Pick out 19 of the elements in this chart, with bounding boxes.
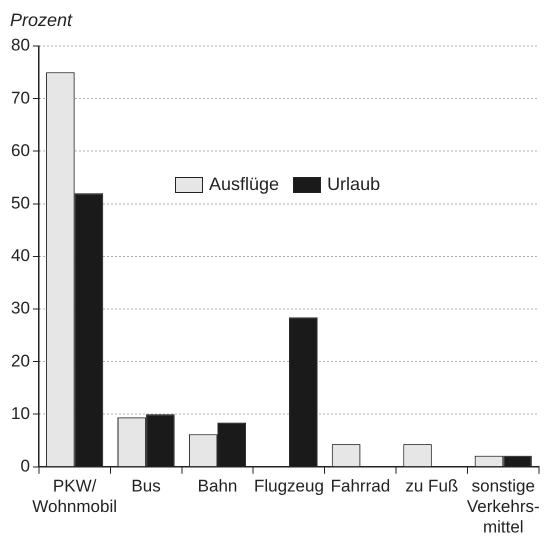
x-tick-label: zu Fuß	[405, 476, 458, 496]
x-tick-label: Flugzeug	[254, 476, 324, 496]
y-tick-label: 20	[10, 351, 30, 370]
legend-label: Ausflüge	[209, 174, 280, 195]
legend-label: Urlaub	[327, 174, 380, 195]
x-tick-label: sonstige Verkehrs- mittel	[466, 476, 540, 536]
x-tick-label: Bus	[131, 476, 161, 496]
y-tick-label: 10	[10, 404, 30, 423]
y-tick-label: 30	[10, 298, 30, 318]
x-tick-label: Bahn	[198, 476, 238, 496]
y-tick-label: 50	[10, 193, 30, 212]
y-tick-label: 0	[20, 456, 30, 476]
x-tick-label: PKW/ Wohnmobil	[32, 476, 117, 516]
y-tick-label: 40	[10, 246, 30, 266]
y-axis-title: Prozent	[10, 10, 72, 31]
x-tick-label: Fahrrad	[330, 476, 390, 496]
y-tick-label: 80	[10, 36, 30, 55]
y-tick-label: 70	[10, 88, 30, 108]
y-tick-label: 60	[10, 140, 30, 160]
